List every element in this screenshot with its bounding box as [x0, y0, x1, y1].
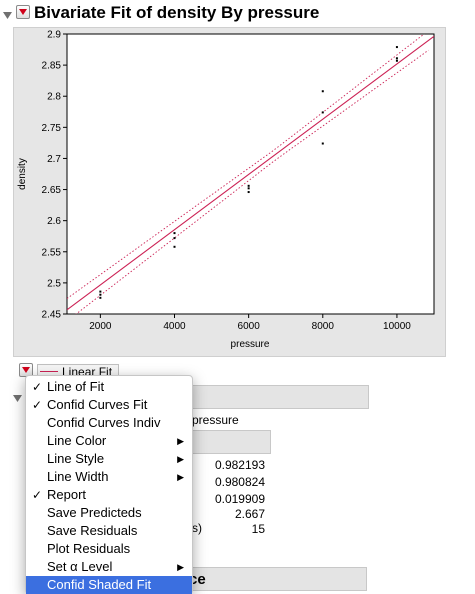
data-point: [247, 187, 250, 190]
menu-item-label: Set α Level: [47, 559, 113, 574]
y-tick-label: 2.8: [47, 92, 61, 103]
menu-item-save-predicteds[interactable]: Save Predicteds: [26, 504, 192, 522]
observations-label-partial: s): [192, 521, 202, 535]
outline-disclosure-icon[interactable]: [3, 7, 12, 25]
menu-item-label: Save Residuals: [47, 523, 138, 538]
y-tick-label: 2.7: [47, 154, 61, 165]
linear-fit-context-menu: ✓ Line of Fit ✓ Confid Curves Fit Confid Cur…: [25, 375, 193, 594]
menu-item-label: Confid Shaded Fit: [47, 577, 152, 592]
menu-item-label: Confid Curves Fit: [47, 397, 148, 412]
checkmark-icon: ✓: [32, 488, 43, 502]
data-point: [395, 46, 398, 49]
data-point: [321, 111, 324, 114]
x-tick-label: 6000: [238, 321, 261, 332]
menu-item-line-width[interactable]: Line Width ▶: [26, 468, 192, 486]
menu-item-label: Line of Fit: [47, 379, 105, 394]
y-tick-label: 2.6: [47, 216, 61, 227]
bivariate-chart: 2.45 2.5 2.55 2.6 2.65 2.7 2.75 2.8 2.85 2.9 2000…: [13, 27, 446, 357]
rsquare-value: 0.982193: [214, 458, 265, 472]
menu-item-line-color[interactable]: Line Color ▶: [26, 432, 192, 450]
x-tick-label: 10000: [383, 321, 411, 332]
report-title: Bivariate Fit of density By pressure: [34, 3, 320, 22]
menu-item-save-residuals[interactable]: Save Residuals: [26, 522, 192, 540]
upper-confidence-curve: [67, 34, 425, 299]
data-point: [247, 191, 250, 194]
x-tick-label: 8000: [312, 321, 335, 332]
y-tick-label: 2.45: [42, 310, 62, 321]
data-point: [173, 237, 176, 240]
y-tick-label: 2.65: [42, 185, 62, 196]
y-axis-title: density: [17, 158, 28, 190]
y-tick-label: 2.85: [42, 61, 62, 72]
menu-item-confid-curves-indiv[interactable]: Confid Curves Indiv: [26, 414, 192, 432]
y-tick-label: 2.55: [42, 247, 62, 258]
data-point: [173, 232, 176, 235]
red-triangle-icon: [22, 367, 30, 373]
analysis-of-variance-title: ce: [189, 571, 206, 588]
linear-fit-line: [67, 35, 434, 311]
data-point: [99, 293, 102, 296]
data-point: [99, 290, 102, 293]
data-point: [321, 90, 324, 93]
data-point: [321, 142, 324, 145]
menu-item-label: Line Width: [47, 469, 109, 484]
mean-of-response-value: 2.667: [234, 507, 265, 521]
analysis-of-variance-header: ce: [186, 567, 367, 591]
chart-svg: 2.45 2.5 2.55 2.6 2.65 2.7 2.75 2.8 2.85 2.9 2000…: [17, 30, 435, 350]
menu-item-label: Line Color: [47, 433, 107, 448]
checkmark-icon: ✓: [32, 398, 43, 412]
submenu-arrow-icon: ▶: [177, 454, 184, 464]
menu-item-confid-shaded-fit[interactable]: Confid Shaded Fit: [26, 576, 192, 594]
menu-item-label: Line Style: [47, 451, 105, 466]
x-tick-label: 2000: [89, 321, 112, 332]
menu-item-label: Report: [47, 487, 87, 502]
red-triangle-icon: [19, 9, 27, 15]
data-point: [247, 184, 250, 187]
submenu-arrow-icon: ▶: [177, 562, 184, 572]
menu-item-label: Save Predicteds: [47, 505, 142, 520]
menu-item-confid-curves-fit[interactable]: ✓ Confid Curves Fit: [26, 396, 192, 414]
x-axis-title: pressure: [231, 339, 270, 350]
summary-of-fit-header: [186, 430, 271, 454]
menu-item-label: Plot Residuals: [47, 541, 131, 556]
red-triangle-menu-button[interactable]: [16, 5, 30, 19]
data-point: [395, 59, 398, 62]
y-tick-label: 2.75: [42, 123, 62, 134]
menu-item-line-of-fit[interactable]: ✓ Line of Fit: [26, 378, 192, 396]
fit-disclosure-icon[interactable]: [13, 390, 22, 408]
observations-value: 15: [251, 522, 265, 536]
data-point: [173, 245, 176, 248]
menu-item-plot-residuals[interactable]: Plot Residuals: [26, 540, 192, 558]
y-tick-label: 2.9: [47, 30, 61, 41]
rsquare-adj-value: 0.980824: [214, 475, 265, 489]
root-mean-square-error-value: 0.019909: [214, 492, 265, 506]
lower-confidence-curve: [75, 49, 429, 314]
menu-item-set-level[interactable]: Set α Level ▶: [26, 558, 192, 576]
checkmark-icon: ✓: [32, 380, 43, 394]
submenu-arrow-icon: ▶: [177, 472, 184, 482]
data-point: [395, 57, 398, 60]
report-header-bar: [186, 385, 369, 409]
data-point: [99, 296, 102, 299]
submenu-arrow-icon: ▶: [177, 436, 184, 446]
x-tick-label: 4000: [163, 321, 186, 332]
menu-item-report[interactable]: ✓ Report: [26, 486, 192, 504]
fit-equation: pressure: [192, 413, 239, 427]
menu-item-line-style[interactable]: Line Style ▶: [26, 450, 192, 468]
fit-line-swatch: [40, 371, 58, 372]
plot-frame: [66, 33, 435, 315]
y-tick-label: 2.5: [47, 278, 61, 289]
menu-item-label: Confid Curves Indiv: [47, 415, 161, 430]
